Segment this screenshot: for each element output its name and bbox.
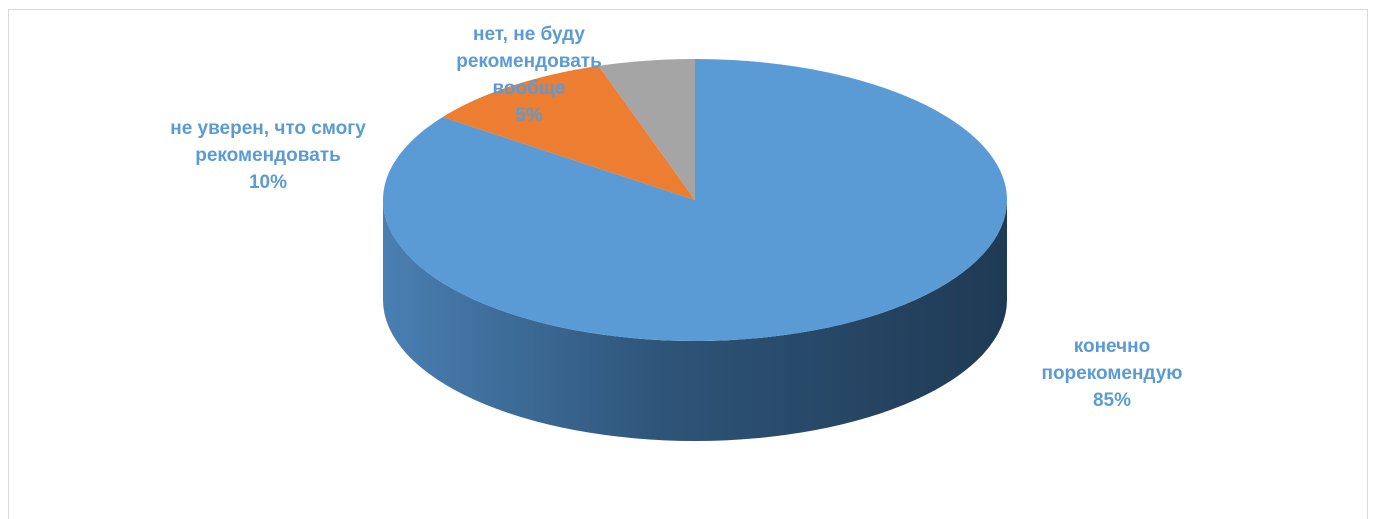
data-label-3: нет, не буду рекомендовать вообще 5% <box>456 24 602 126</box>
data-label-2: не уверен, что смогу рекомендовать 10% <box>170 118 366 193</box>
pie-slice-3[interactable] <box>598 59 695 200</box>
chart-frame <box>8 9 1368 519</box>
pie-slice-side-1 <box>383 200 1007 441</box>
data-label-1: конечно порекомендую 85% <box>1041 336 1182 411</box>
pie-slice-2[interactable] <box>442 65 695 200</box>
